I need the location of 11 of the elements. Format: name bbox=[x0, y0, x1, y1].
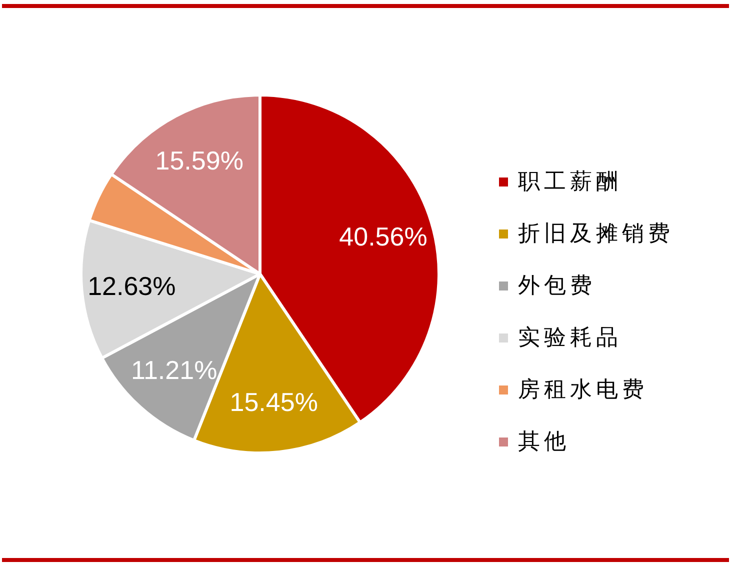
data-label: 40.56% bbox=[339, 221, 428, 252]
data-label: 15.45% bbox=[230, 387, 318, 418]
legend-label: 职工薪酬 bbox=[518, 170, 622, 194]
data-label: 12.63% bbox=[88, 270, 176, 301]
legend-label: 房租水电费 bbox=[518, 378, 648, 402]
data-label: 11.21% bbox=[130, 355, 218, 386]
legend-label: 其他 bbox=[518, 430, 570, 454]
data-label: 15.59% bbox=[155, 145, 244, 176]
legend-label: 外包费 bbox=[518, 274, 596, 298]
legend-label: 实验耗品 bbox=[518, 326, 622, 350]
legend-label: 折旧及摊销费 bbox=[518, 222, 674, 246]
